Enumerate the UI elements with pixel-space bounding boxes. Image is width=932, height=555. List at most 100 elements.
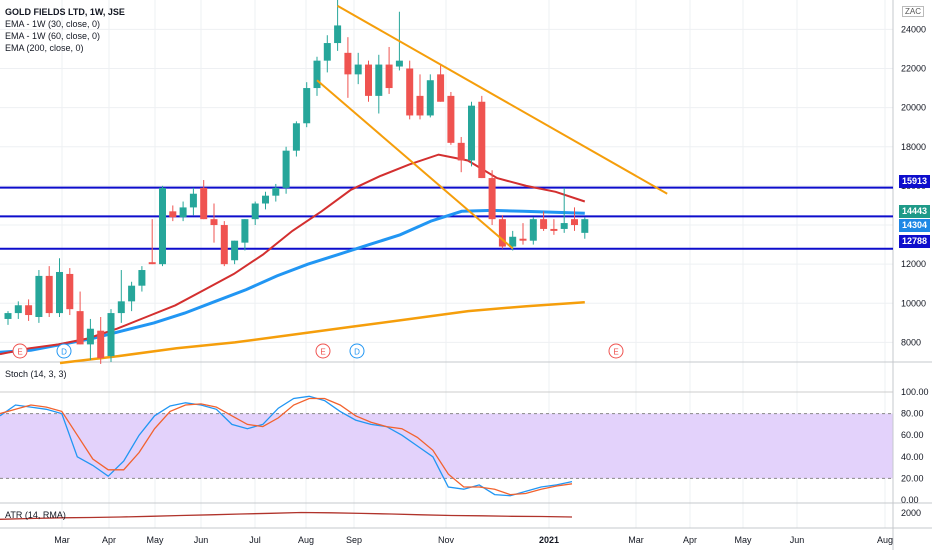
- candle-body: [97, 330, 105, 359]
- trendline: [337, 5, 668, 195]
- x-tick-label: May: [734, 535, 752, 545]
- y-tick-label: 8000: [901, 337, 921, 347]
- candle-body: [56, 271, 63, 314]
- candle-body: [550, 228, 558, 231]
- candle-body: [385, 64, 393, 89]
- y-tick-label: 18000: [901, 142, 926, 152]
- event-marker-label: E: [320, 348, 325, 357]
- candle-body: [66, 273, 74, 310]
- stoch-k-line: [0, 395, 573, 497]
- candle-body: [478, 101, 486, 179]
- candle-body: [519, 238, 527, 241]
- price-label-15913: 15913: [898, 175, 930, 188]
- candle-body: [365, 64, 372, 96]
- candle-body: [457, 142, 465, 161]
- candle-body: [45, 275, 53, 314]
- x-tick-label: Mar: [54, 535, 70, 545]
- candle-body: [406, 68, 414, 116]
- candle-body: [86, 328, 94, 345]
- x-tick-label: 2021: [539, 535, 559, 545]
- candle-body: [251, 203, 259, 220]
- candle-body: [416, 95, 424, 116]
- candle-body: [25, 305, 33, 316]
- candle-body: [292, 123, 300, 151]
- candle-body: [395, 60, 403, 67]
- candle-body: [571, 219, 578, 226]
- atr-tick-label: 2000: [901, 508, 921, 518]
- x-tick-label: Nov: [438, 535, 455, 545]
- candle-body: [138, 270, 146, 286]
- candle-body: [128, 285, 136, 302]
- y-tick-label: 12000: [901, 259, 926, 269]
- candle-body: [282, 150, 290, 188]
- candle-body: [159, 187, 166, 265]
- candle-body: [488, 178, 496, 220]
- candle-body: [344, 52, 352, 75]
- candle-body: [14, 305, 22, 314]
- candle-body: [581, 219, 589, 233]
- x-tick-label: Jun: [194, 535, 209, 545]
- event-marker-label: D: [61, 348, 67, 357]
- candle-body: [323, 43, 331, 61]
- candle-body: [117, 301, 125, 314]
- currency-badge: ZAC: [902, 6, 924, 17]
- y-tick-label: 20000: [901, 103, 926, 113]
- candle-body: [148, 262, 156, 265]
- x-tick-label: Jun: [790, 535, 805, 545]
- event-marker: [315, 343, 331, 359]
- x-tick-label: Apr: [683, 535, 697, 545]
- stoch-tick-label: 0.00: [901, 495, 919, 505]
- candle-body: [231, 240, 239, 261]
- y-tick-label: 22000: [901, 63, 926, 73]
- candle-body: [303, 88, 311, 124]
- x-tick-label: Aug: [877, 535, 893, 545]
- atr-line: [0, 511, 573, 520]
- x-tick-label: Sep: [346, 535, 362, 545]
- stoch-d-line: [0, 397, 573, 496]
- candle-body: [241, 219, 249, 243]
- trendline: [316, 79, 514, 250]
- event-marker: [608, 343, 624, 359]
- candle-body: [447, 95, 455, 143]
- x-tick-label: Jul: [249, 535, 261, 545]
- stoch-tick-label: 100.00: [901, 387, 929, 397]
- event-marker: [12, 343, 28, 359]
- candle-body: [468, 105, 475, 161]
- price-label-14304: 14304: [898, 219, 930, 232]
- stoch-band: [0, 413, 893, 479]
- legend-ema30: EMA - 1W (30, close, 0): [5, 19, 101, 29]
- candle-body: [498, 219, 506, 247]
- candle-body: [4, 313, 12, 319]
- stoch-label: Stoch (14, 3, 3): [5, 369, 67, 379]
- candle-body: [426, 80, 434, 116]
- y-tick-label: 10000: [901, 298, 926, 308]
- event-marker-label: D: [354, 348, 360, 357]
- price-label-14443: 14443: [898, 205, 930, 218]
- candle-body: [375, 64, 383, 96]
- atr-label: ATR (14, RMA): [5, 510, 66, 520]
- event-marker-label: E: [17, 348, 22, 357]
- x-tick-label: May: [146, 535, 164, 545]
- x-tick-label: Aug: [298, 535, 314, 545]
- event-marker-label: E: [613, 348, 618, 357]
- candle-body: [262, 195, 269, 204]
- stoch-tick-label: 40.00: [901, 452, 924, 462]
- candle-body: [169, 211, 177, 218]
- y-tick-label: 24000: [901, 24, 926, 34]
- candle-body: [509, 236, 517, 247]
- x-tick-label: Apr: [102, 535, 116, 545]
- candle-body: [35, 275, 43, 317]
- candle-body: [179, 207, 187, 218]
- stoch-tick-label: 60.00: [901, 430, 924, 440]
- candle-body: [200, 187, 208, 220]
- candle-body: [272, 187, 280, 196]
- candle-body: [560, 223, 568, 229]
- candle-body: [210, 219, 218, 226]
- ema200-line: [59, 301, 585, 365]
- event-marker: [56, 343, 72, 359]
- candle-body: [540, 219, 548, 229]
- candle-body: [334, 25, 342, 44]
- chart-legend: GOLD FIELDS LTD, 1W, JSE EMA - 1W (30, c…: [5, 6, 125, 54]
